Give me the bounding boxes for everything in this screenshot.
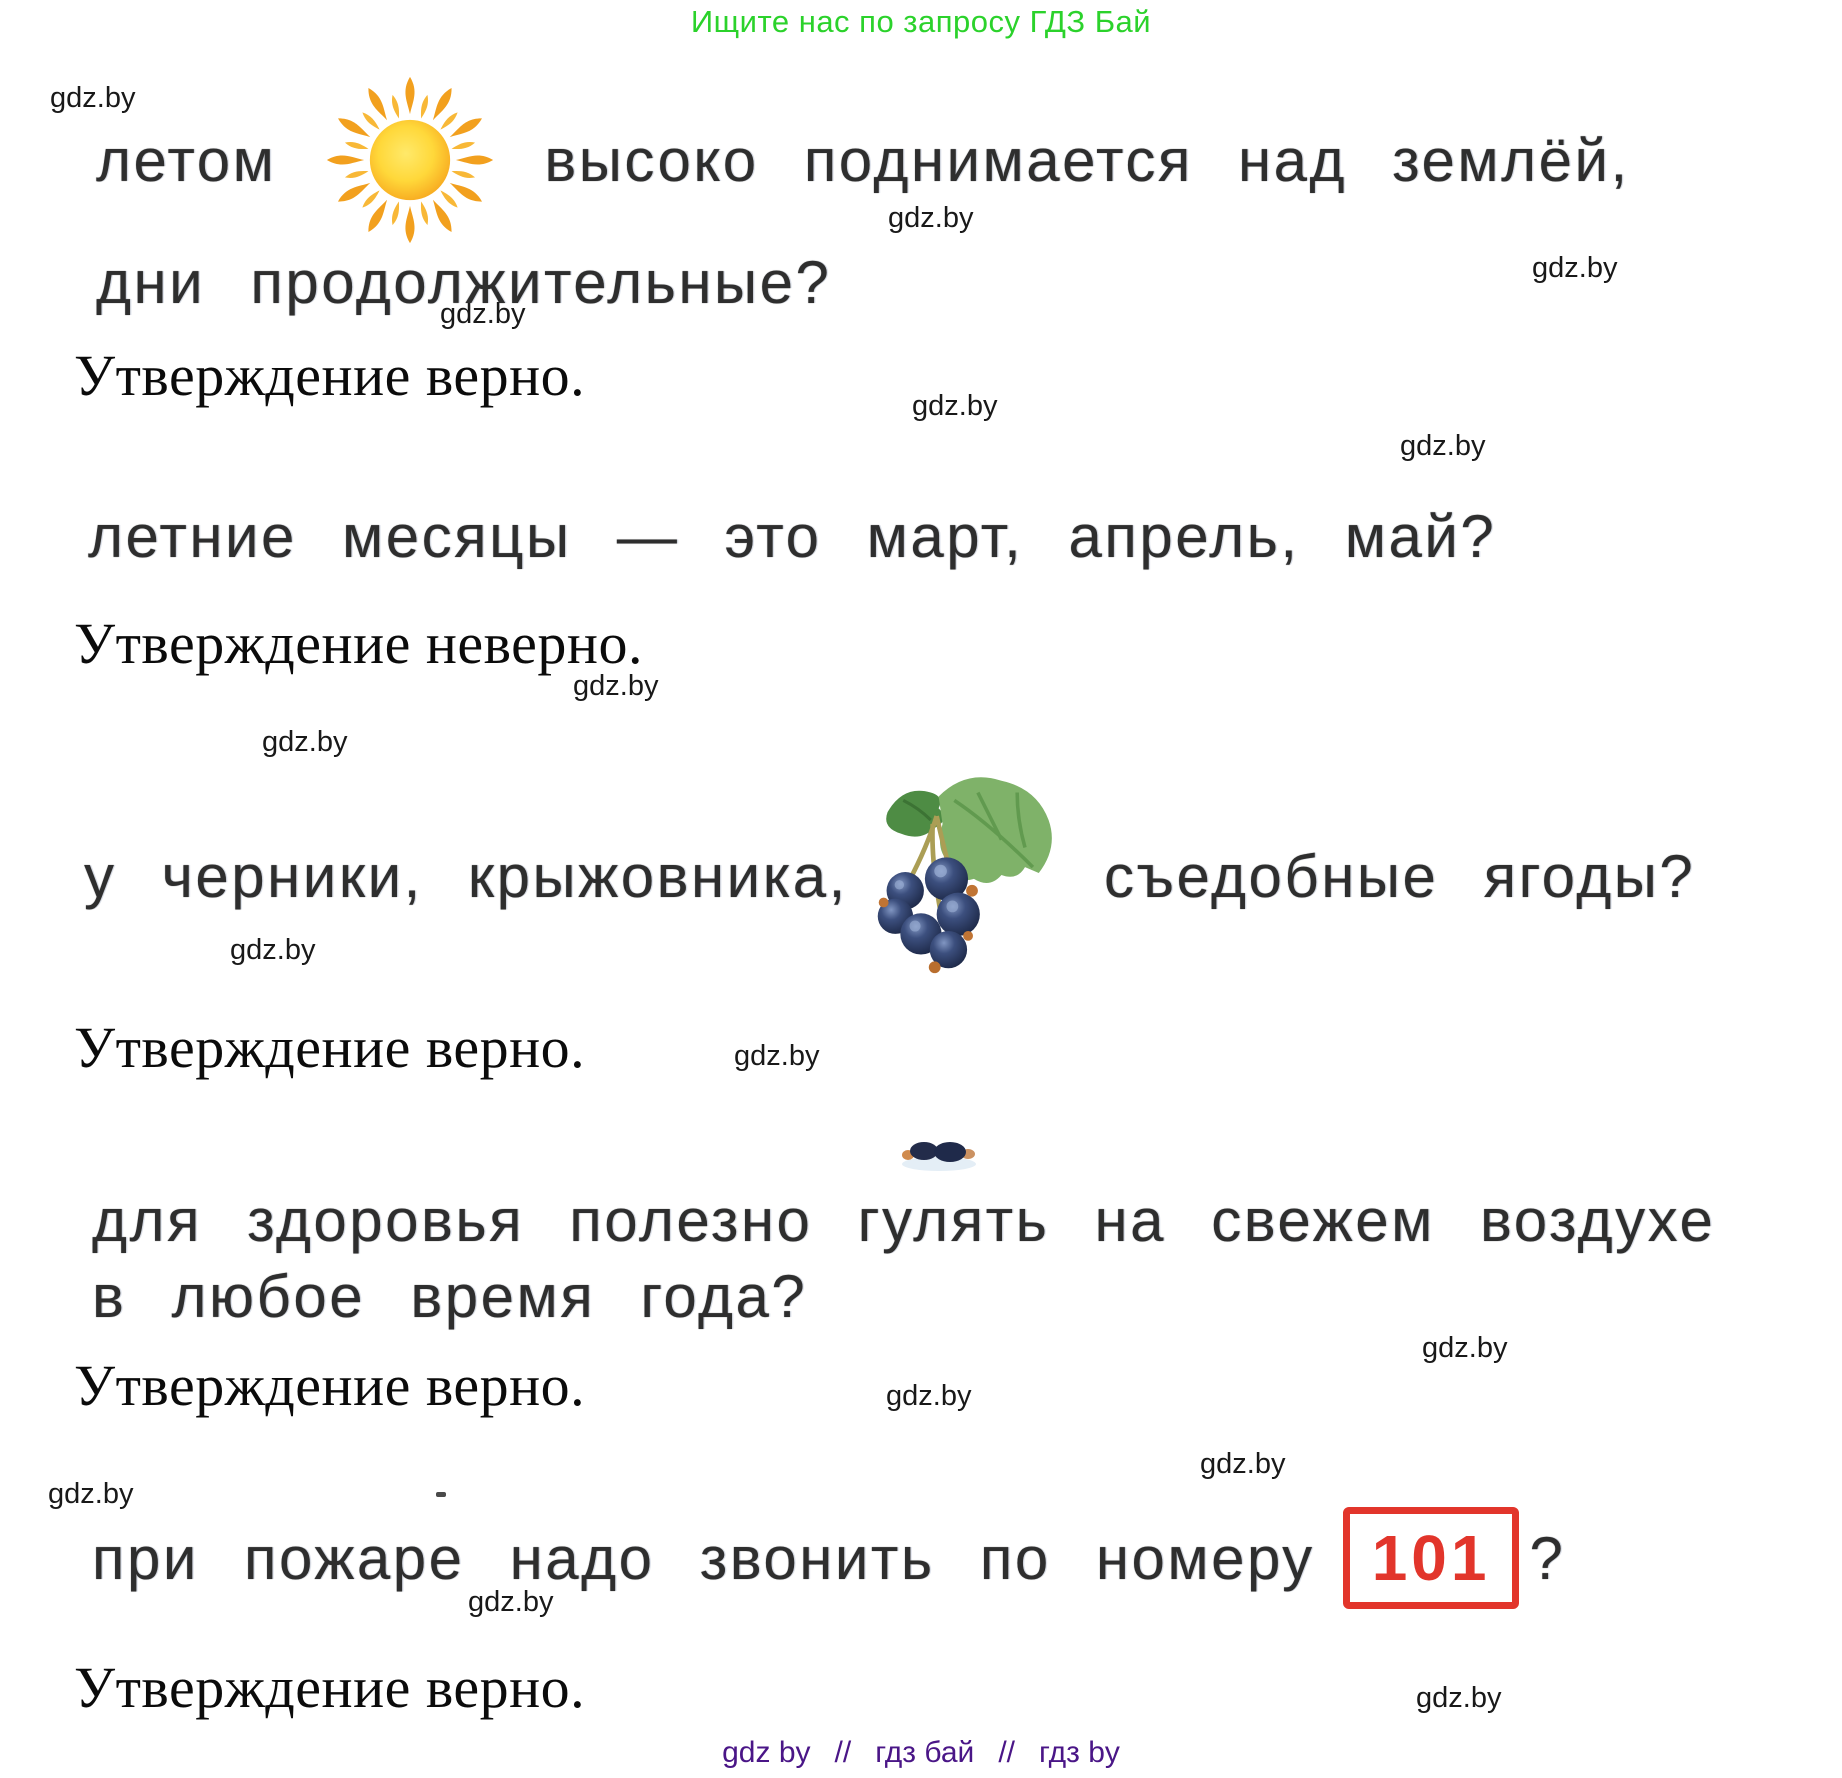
question-text: съедобные ягоды? [1104,843,1696,910]
question-text: в любое время года? [92,1263,808,1330]
footer-separator: // [998,1736,1015,1769]
watermark: gdz.by [262,726,348,758]
question-text: высоко поднимается над землёй, [544,126,1630,194]
watermark: gdz.by [912,390,998,422]
question-text: при пожаре надо звонить по номеру [92,1524,1315,1592]
watermark: gdz.by [888,202,974,234]
watermark: gdz.by [1416,1682,1502,1714]
answer-text: Утверждение верно. [74,343,586,408]
answer-text: Утверждение верно. [74,1353,586,1418]
footer-brand: гдз бай [875,1736,975,1769]
sun-icon [322,74,498,246]
footer-brand: gdz by [722,1736,811,1769]
question-text: для здоровья полезно гулять на свежем во… [92,1187,1716,1254]
emergency-number-badge: 101 [1342,1507,1520,1609]
question-5-line: при пожаре надо звонить по номеру 101 ? [92,1494,1565,1622]
watermark: gdz.by [230,934,316,966]
watermark: gdz.by [468,1586,554,1618]
watermark: gdz.by [1422,1332,1508,1364]
berry-fragment [900,1142,978,1172]
footer-separator: // [834,1736,852,1769]
footer: gdz by // гдз бай // гдз by [0,1736,1842,1770]
question-mark: ? [1529,1524,1566,1592]
watermark: gdz.by [50,82,136,114]
watermark: gdz.by [440,298,526,330]
question-text: летние месяцы — это март, апрель, май? [88,503,1497,570]
watermark: gdz.by [48,1478,134,1510]
watermark: gdz.by [886,1380,972,1412]
watermark: gdz.by [573,670,659,702]
question-text: летом [96,126,277,194]
watermark: gdz.by [1400,430,1486,462]
promo-banner: Ищите нас по запросу ГДЗ Бай [690,4,1152,39]
watermark: gdz.by [734,1040,820,1072]
answer-text: Утверждение верно. [74,1655,586,1720]
answer-text: Утверждение верно. [74,1015,586,1080]
watermark: gdz.by [1532,252,1618,284]
question-1-line-1: летом [96,74,1630,246]
currant-berries-icon [864,768,1080,982]
answer-text: Утверждение неверно. [74,611,643,676]
question-text: у черники, крыжовника, [84,843,848,910]
scan-artifact-dash [436,1492,446,1497]
watermark: gdz.by [1200,1448,1286,1480]
footer-brand: гдз by [1039,1736,1120,1769]
question-text: дни продолжительные? [96,249,832,316]
